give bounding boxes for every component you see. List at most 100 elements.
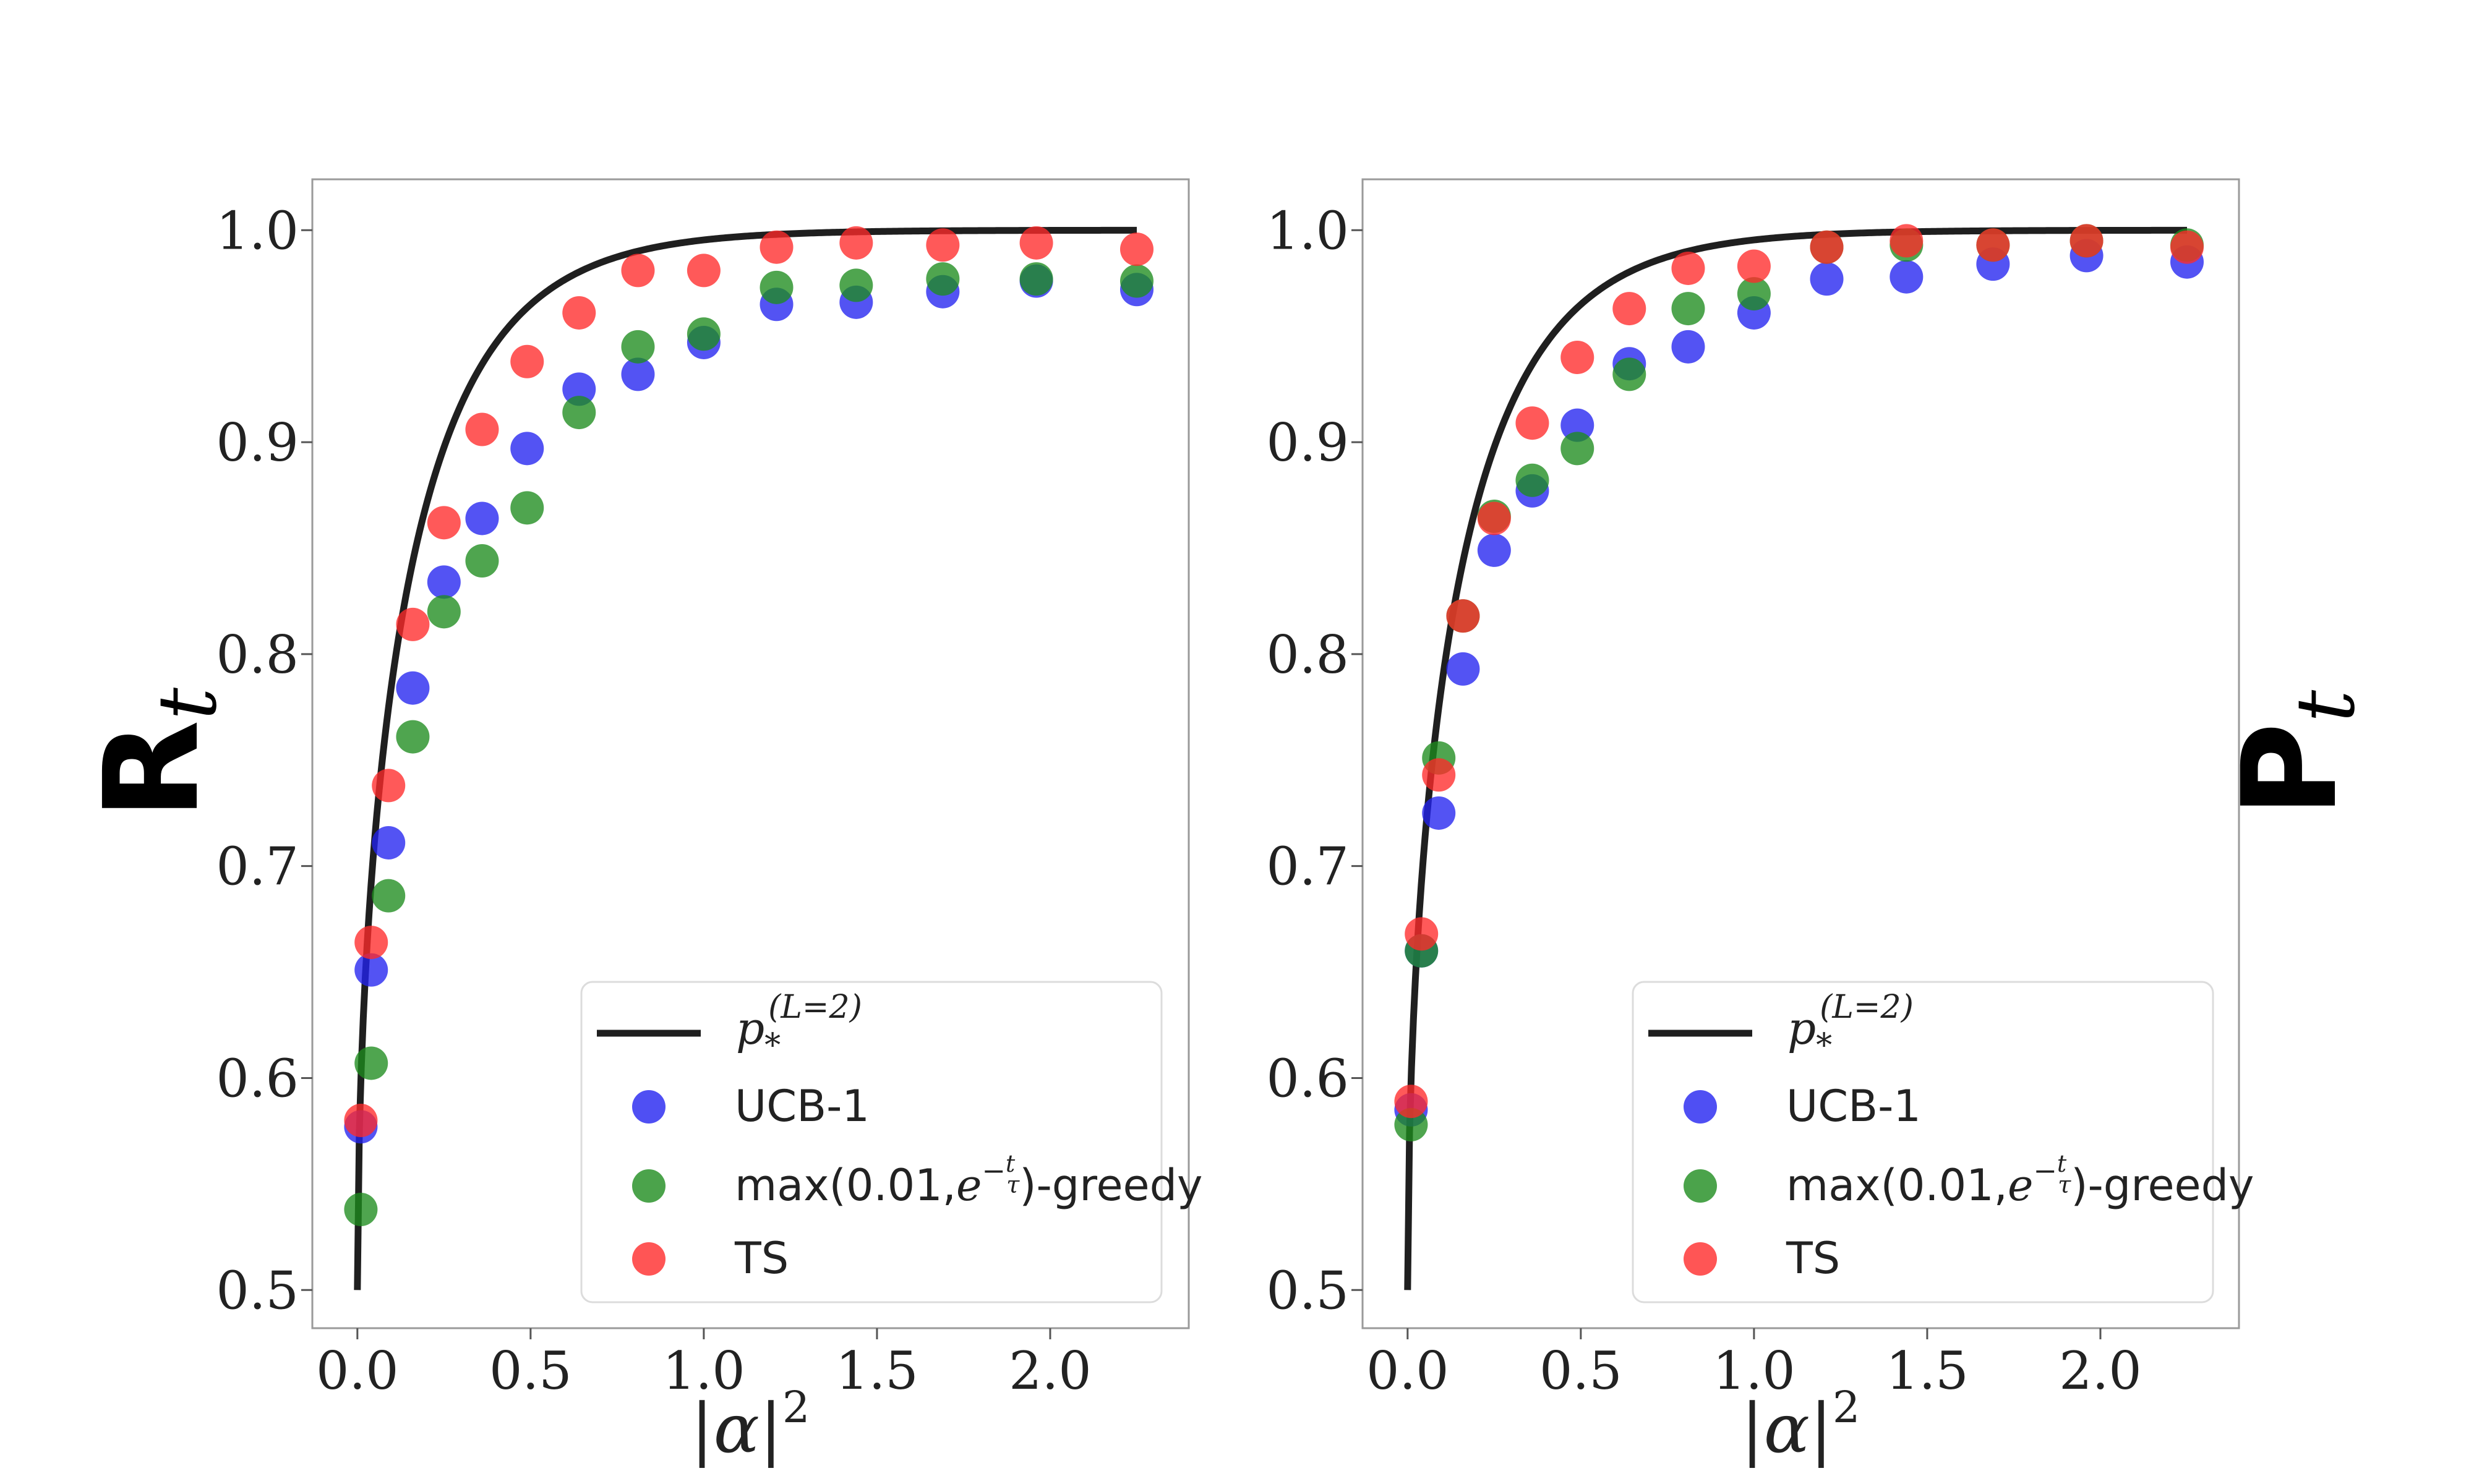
left-y-tick-label: 0.8 (216, 625, 299, 685)
left-theory-curve (354, 226, 1139, 1290)
right-x-tick-label: 1.5 (1886, 1341, 1969, 1401)
left-greedy-point (427, 595, 461, 629)
left-greedy-point (344, 1193, 378, 1227)
right-x-tick-label: 0.5 (1539, 1341, 1622, 1401)
left-plot-content (344, 226, 1154, 1290)
right-ts-point (1477, 501, 1511, 535)
left-x-tick-label: 0.0 (316, 1341, 399, 1401)
left-legend-greedy-label: max(0.01,e−t τ)-greedy (735, 1150, 1202, 1211)
svg-text:Rt: Rt (76, 687, 234, 820)
right-theory-curve (1404, 226, 2189, 1290)
right-series-ts (1394, 224, 2204, 1119)
left-legend-ucb-label: UCB-1 (735, 1081, 870, 1132)
left-greedy-point (354, 1046, 388, 1080)
svg-text:Pt: Pt (2214, 689, 2373, 817)
left-y-tick-label: 0.6 (216, 1048, 299, 1109)
right-legend-ts-marker (1684, 1242, 1717, 1276)
right-legend-greedy-label: max(0.01,e−t τ)-greedy (1786, 1150, 2254, 1211)
left-greedy-point (396, 720, 430, 754)
left-ts-point (562, 296, 596, 330)
left-series-greedy (344, 262, 1154, 1227)
right-ts-point (1515, 406, 1549, 440)
right-ucb-point (1671, 330, 1705, 364)
right-axes-frame (1361, 178, 2240, 1329)
left-ts-point (687, 254, 721, 288)
left-x-ticks: 0.0 0.5 1.0 1.5 2.0 (316, 1328, 1092, 1401)
left-ts-point (839, 226, 873, 260)
right-ts-point (1560, 340, 1594, 374)
left-legend-curve-label: p*(L=2) (736, 989, 862, 1064)
left-y-tick-label: 0.7 (216, 837, 299, 897)
right-ucb-point (1446, 652, 1480, 686)
left-x-tick-label: 1.0 (662, 1341, 745, 1401)
right-ts-point (1446, 599, 1480, 633)
right-legend-greedy-marker (1684, 1169, 1717, 1203)
right-legend-ts-label: TS (1786, 1233, 1840, 1284)
right-x-tick-label: 0.0 (1366, 1341, 1449, 1401)
left-x-axis-label: |α|2 (691, 1382, 810, 1468)
left-greedy-point (687, 317, 721, 351)
left-legend: p*(L=2) UCB-1 max(0.01,e−t τ)-greedy TS (580, 981, 1202, 1303)
left-greedy-point (372, 879, 406, 913)
right-greedy-point (1560, 432, 1594, 466)
right-y-ticks: 0.5 0.6 0.7 0.8 0.9 1.0 (1266, 200, 1363, 1321)
left-ucb-point (354, 953, 388, 987)
right-ts-point (1810, 230, 1844, 264)
right-greedy-point (1394, 1107, 1428, 1141)
left-ucb-point (372, 825, 406, 859)
left-greedy-point (562, 396, 596, 430)
left-ts-point (396, 607, 430, 641)
right-y-tick-label: 0.5 (1266, 1260, 1349, 1321)
right-x-axis-label: |α|2 (1741, 1382, 1860, 1468)
right-ucb-point (1890, 260, 1924, 294)
left-ucb-point (427, 565, 461, 599)
right-x-tick-label: 2.0 (2059, 1341, 2142, 1401)
right-greedy-point (1515, 463, 1549, 497)
left-series-ts (344, 226, 1154, 1138)
left-legend-greedy-marker (632, 1169, 666, 1203)
left-ts-point (372, 769, 406, 803)
left-ucb-point (621, 357, 655, 391)
right-ts-point (1422, 758, 1456, 792)
left-ucb-point (510, 432, 544, 466)
left-ts-point (344, 1104, 378, 1138)
right-plot-content (1394, 224, 2204, 1290)
left-greedy-point (621, 330, 655, 364)
right-ts-point (1671, 251, 1705, 285)
left-y-tick-label: 1.0 (216, 200, 299, 261)
left-ts-point (510, 344, 544, 378)
right-y-axis-label: Pt (2214, 689, 2373, 817)
right-y-tick-label: 0.7 (1266, 837, 1349, 897)
right-ucb-point (1810, 262, 1844, 296)
right-legend: p*(L=2) UCB-1 max(0.01,e−t τ)-greedy TS (1632, 981, 2254, 1303)
left-greedy-point (1119, 264, 1154, 298)
right-ts-point (1890, 224, 1924, 258)
left-y-tick-label: 0.9 (216, 412, 299, 473)
left-greedy-point (465, 544, 499, 578)
left-ts-point (427, 506, 461, 540)
left-ts-point (465, 412, 499, 446)
left-panel: 0.0 0.5 1.0 1.5 2.0 0.50.60.70.80.91.0 |α|2 … (76, 178, 1202, 1468)
left-legend-ts-marker (632, 1242, 666, 1276)
right-y-tick-label: 1.0 (1266, 200, 1349, 261)
left-axes-frame (311, 178, 1190, 1329)
left-y-axis-label: Rt (76, 687, 234, 820)
right-ucb-point (1560, 408, 1594, 442)
left-greedy-point (926, 262, 960, 296)
left-ts-point (354, 926, 388, 960)
left-y-ticks: 0.5 0.6 0.7 0.8 0.9 1.0 (216, 200, 312, 1321)
right-ucb-point (1422, 796, 1456, 830)
right-panel: 0.0 0.5 1.0 1.5 2.0 0.50.60.70.80.91.0 |α|2 … (1266, 178, 2373, 1468)
left-greedy-point (839, 268, 873, 302)
right-ts-point (1976, 228, 2010, 262)
left-ucb-point (465, 501, 499, 535)
right-greedy-point (1612, 357, 1646, 391)
right-legend-ucb-marker (1684, 1090, 1717, 1124)
right-greedy-point (1671, 292, 1705, 326)
right-ucb-point (1477, 533, 1511, 567)
left-ucb-point (562, 372, 596, 406)
right-legend-ucb-label: UCB-1 (1786, 1081, 1921, 1132)
left-legend-box (580, 981, 1163, 1303)
left-x-tick-label: 1.5 (836, 1341, 918, 1401)
